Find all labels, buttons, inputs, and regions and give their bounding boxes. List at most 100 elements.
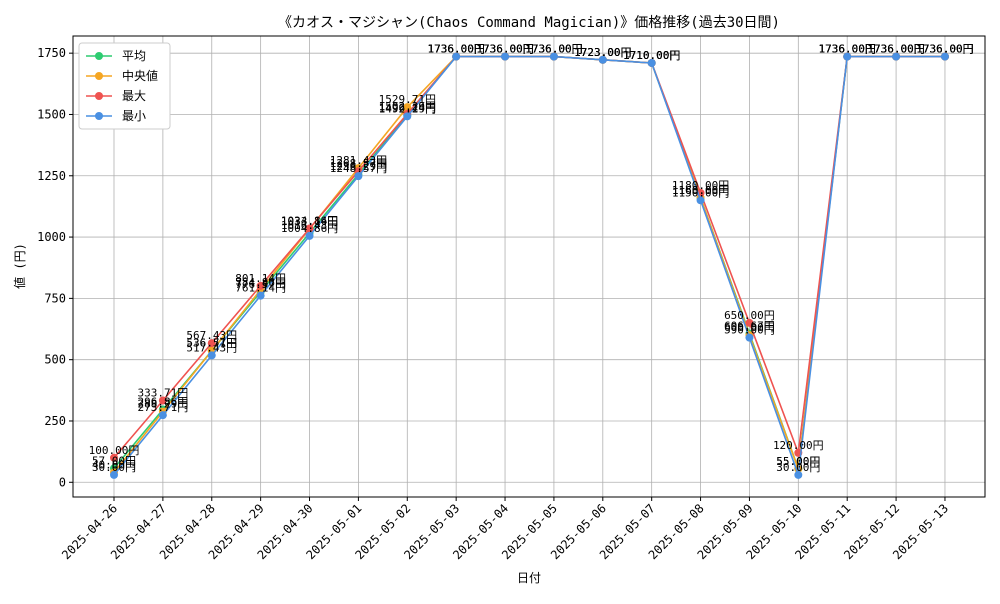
chart-title: 《カオス・マジシャン(Chaos Command Magician)》価格推移(… xyxy=(278,15,780,31)
label-layer: 57.00円 296.86円 536.71円 776.57円 1016.43円 1256.… xyxy=(89,43,974,474)
data-point xyxy=(256,281,265,290)
data-label: 1736.00円 xyxy=(525,43,582,56)
data-label: 1736.00円 xyxy=(819,43,876,56)
grid-layer xyxy=(73,36,985,497)
y-tick-label: 0 xyxy=(59,475,66,489)
data-point xyxy=(598,55,607,64)
legend-swatch-marker xyxy=(95,72,103,80)
data-label: 1160.00円 xyxy=(672,184,729,197)
data-label: 590.00円 xyxy=(724,324,775,337)
legend-swatch-marker xyxy=(95,92,103,100)
series-line-3 xyxy=(113,55,945,476)
data-label: 1502.29円 xyxy=(379,100,436,113)
data-label: 1492.29円 xyxy=(379,102,436,115)
data-label: 1736.00円 xyxy=(819,43,876,56)
legend-entry-label: 平均 xyxy=(122,49,146,63)
data-point xyxy=(354,172,363,181)
data-point xyxy=(843,52,852,61)
data-label: 1180.00円 xyxy=(672,179,729,192)
data-point xyxy=(207,339,216,348)
y-tick-label: 1250 xyxy=(37,169,66,183)
data-label: 333.71円 xyxy=(138,386,189,399)
data-label: 1710.00円 xyxy=(623,49,680,62)
data-label: 1723.00円 xyxy=(574,46,631,59)
data-label: 1736.00円 xyxy=(867,43,924,56)
data-label: 30.00円 xyxy=(776,461,820,474)
legend-entry-label: 中央値 xyxy=(122,68,158,83)
data-label: 1736.00円 xyxy=(916,43,973,56)
data-label: 1150.00円 xyxy=(672,186,729,199)
y-tick-label: 250 xyxy=(44,414,66,428)
data-point xyxy=(403,103,412,112)
data-label: 1736.00円 xyxy=(476,43,533,56)
data-point xyxy=(892,52,901,61)
data-label: 1248.57円 xyxy=(330,162,387,175)
data-label: 1736.00円 xyxy=(867,43,924,56)
data-label: 536.71円 xyxy=(186,337,237,350)
data-point xyxy=(305,224,314,233)
y-tick-label: 1500 xyxy=(37,107,66,121)
series-line-0 xyxy=(113,55,945,470)
data-label: 1016.43円 xyxy=(281,219,338,232)
data-label: 1736.00円 xyxy=(525,43,582,56)
data-label: 1736.00円 xyxy=(427,43,484,56)
data-label: 1736.00円 xyxy=(476,43,533,56)
data-point xyxy=(158,396,167,405)
legend-box xyxy=(78,42,171,130)
data-point xyxy=(647,58,656,67)
data-label: 1160.00円 xyxy=(672,184,729,197)
y-tick-label: 1750 xyxy=(37,46,66,60)
data-label: 40.00円 xyxy=(92,458,136,471)
y-axis-label: 値 (円) xyxy=(12,243,27,289)
data-label: 1736.00円 xyxy=(525,43,582,56)
data-label: 1710.00円 xyxy=(623,49,680,62)
data-label: 1736.00円 xyxy=(916,43,973,56)
data-label: 1736.00円 xyxy=(916,43,973,56)
data-point xyxy=(745,333,754,342)
series-layer xyxy=(110,52,949,479)
data-label: 1736.00円 xyxy=(476,43,533,56)
data-label: 600.00円 xyxy=(724,321,775,334)
data-label: 1723.00円 xyxy=(574,46,631,59)
data-label: 1529.71円 xyxy=(379,93,436,106)
data-label: 1736.00円 xyxy=(819,43,876,56)
data-label: 1736.00円 xyxy=(427,43,484,56)
legend-swatch-marker xyxy=(95,112,103,120)
data-label: 776.57円 xyxy=(235,278,286,291)
series-line-1 xyxy=(113,55,945,474)
data-label: 1736.00円 xyxy=(476,43,533,56)
data-label: 1268.57円 xyxy=(330,157,387,170)
data-label: 567.43円 xyxy=(186,329,237,342)
data-label: 1723.00円 xyxy=(574,46,631,59)
data-label: 801.14円 xyxy=(235,272,286,285)
data-point xyxy=(794,470,803,479)
data-point xyxy=(305,231,314,240)
data-label: 784.86円 xyxy=(235,276,286,289)
data-point xyxy=(110,470,118,479)
legend-swatch-marker xyxy=(95,52,103,60)
data-label: 1736.00円 xyxy=(867,43,924,56)
data-label: 1736.00円 xyxy=(867,43,924,56)
data-label: 1736.00円 xyxy=(819,43,876,56)
y-tick-label: 500 xyxy=(44,353,66,367)
data-label: 1033.14円 xyxy=(281,215,338,228)
legend-entry-label: 最小 xyxy=(122,109,146,123)
data-point xyxy=(501,52,510,61)
data-point xyxy=(745,318,754,327)
data-label: 296.86円 xyxy=(138,395,189,408)
axis-layer: 2025-04-262025-04-272025-04-282025-04-29… xyxy=(37,46,951,562)
plot-frame xyxy=(72,35,986,498)
y-tick-label: 1000 xyxy=(37,230,66,244)
y-tick-label: 750 xyxy=(44,291,66,305)
data-point xyxy=(207,351,216,360)
x-axis-label: 日付 xyxy=(517,571,541,585)
data-point xyxy=(110,453,118,462)
data-label: 536.57円 xyxy=(186,337,237,350)
data-label: 1004.86円 xyxy=(281,222,338,235)
data-label: 1736.00円 xyxy=(916,43,973,56)
data-label: 120.00円 xyxy=(773,439,824,452)
data-label: 1736.00円 xyxy=(525,43,582,56)
